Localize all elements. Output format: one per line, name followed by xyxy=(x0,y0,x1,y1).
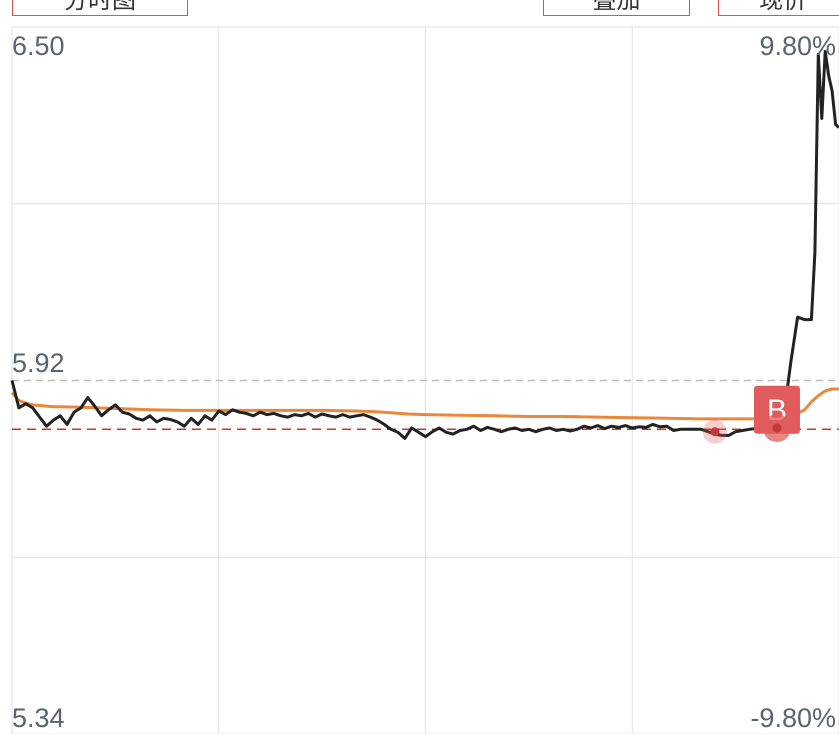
y-axis-mid-label: 5.92 xyxy=(12,348,65,378)
reference-lines xyxy=(12,379,839,431)
y-axis-bottom-label: 5.34 xyxy=(12,703,65,733)
y-axis-right-bottom-label: -9.80% xyxy=(750,703,836,733)
trade-point-0 xyxy=(710,427,720,437)
y-axis-top-label: 6.50 xyxy=(12,31,65,61)
trade-point-1 xyxy=(772,423,782,433)
trade-markers: B xyxy=(702,385,800,444)
axis-labels: 6.50 5.92 5.34 9.80% -9.80% xyxy=(12,31,836,733)
y-axis-right-top-label: 9.80% xyxy=(759,31,836,61)
tab-overlay[interactable]: 叠加 xyxy=(543,0,690,16)
tab-current-price[interactable]: 现价 xyxy=(718,0,839,16)
tab-time-sharing[interactable]: 分时图 xyxy=(12,0,188,16)
price-line xyxy=(10,49,839,440)
